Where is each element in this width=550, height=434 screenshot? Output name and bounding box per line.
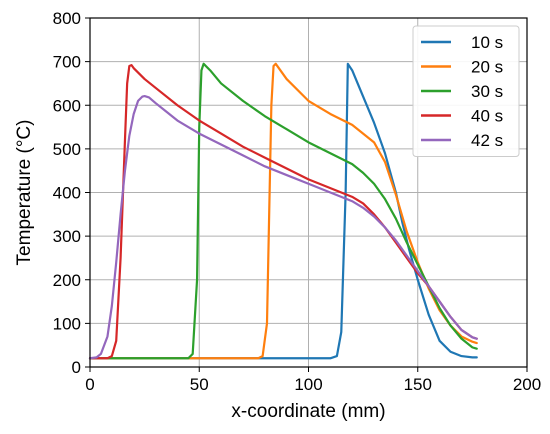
y-tick-label: 0 [72, 358, 81, 377]
y-axis-label: Temperature (°C) [14, 120, 35, 266]
y-tick-label: 200 [53, 271, 81, 290]
y-tick-label: 400 [53, 184, 81, 203]
x-tick-label: 50 [190, 375, 209, 394]
series-line-30s [88, 62, 478, 360]
legend-label: 10 s [471, 33, 503, 52]
legend: 10 s 20 s 30 s 40 s 42 s [412, 25, 520, 157]
series-line-10s [88, 62, 478, 360]
y-tick-label: 700 [53, 53, 81, 72]
x-tick-label: 100 [294, 375, 322, 394]
x-axis-label: x-coordinate (mm) [231, 401, 385, 422]
axis-ticks: 0 50 100 150 200 0 100 200 300 400 500 600 700 800 [53, 9, 542, 394]
x-tick-label: 0 [85, 375, 94, 394]
x-tick-label: 200 [513, 375, 541, 394]
series-line-42s [88, 94, 478, 360]
y-tick-label: 300 [53, 227, 81, 246]
legend-label: 20 s [471, 58, 503, 77]
legend-label: 40 s [471, 107, 503, 126]
x-tick-label: 150 [404, 375, 432, 394]
y-tick-label: 600 [53, 96, 81, 115]
y-tick-label: 800 [53, 9, 81, 28]
legend-box [412, 25, 520, 157]
y-tick-label: 100 [53, 314, 81, 333]
y-tick-label: 500 [53, 140, 81, 159]
series-lines [88, 62, 478, 360]
legend-label: 30 s [471, 82, 503, 101]
legend-label: 42 s [471, 131, 503, 150]
